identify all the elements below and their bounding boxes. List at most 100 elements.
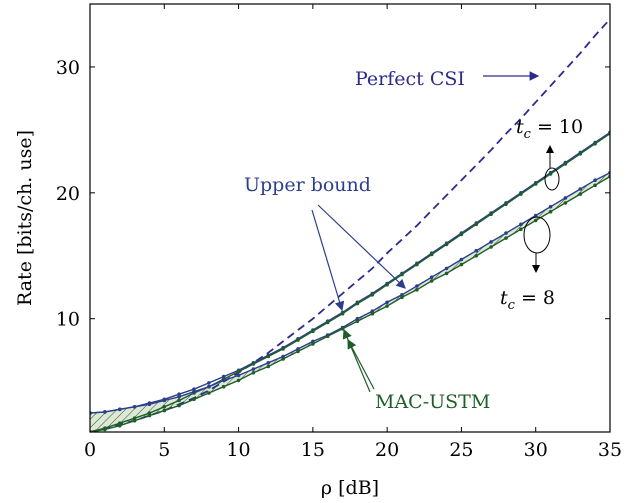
data-point	[132, 405, 137, 409]
data-point	[519, 222, 523, 227]
ellipse-tc-8	[523, 216, 551, 254]
data-point	[355, 301, 360, 306]
data-point	[444, 266, 449, 271]
data-point	[236, 378, 241, 383]
data-point	[385, 282, 389, 287]
annotation-perfect-csi: Perfect CSI	[355, 68, 465, 90]
data-point	[192, 389, 196, 394]
data-point	[385, 300, 389, 305]
y-axis-label: Rate [bits/ch. use]	[14, 130, 36, 306]
data-point	[563, 162, 568, 166]
axis-ticks: 0 5 10 15 20 25 30 35 10 20 30	[56, 4, 622, 461]
arrow-mac-ustm-1	[342, 328, 371, 393]
data-point	[429, 279, 434, 283]
ellipse-tc-10	[544, 167, 560, 191]
series-line	[90, 131, 610, 414]
arrow-mac-ustm-2	[347, 338, 375, 390]
data-point	[117, 423, 122, 428]
data-point	[132, 418, 137, 423]
data-point	[147, 413, 152, 418]
data-point	[251, 362, 256, 366]
data-point	[132, 416, 137, 421]
data-point	[548, 204, 553, 209]
data-point	[370, 309, 375, 314]
x-axis-label: ρ [dB]	[321, 477, 379, 499]
data-point	[593, 183, 597, 188]
x-tick-label: 10	[226, 439, 250, 461]
data-point	[251, 367, 256, 371]
data-point	[266, 354, 271, 359]
data-point	[103, 427, 107, 432]
series-line	[90, 175, 610, 432]
data-point	[415, 262, 419, 267]
y-tick-label: 20	[56, 183, 80, 205]
data-point	[311, 329, 315, 334]
data-point	[103, 410, 107, 414]
data-point	[593, 141, 597, 146]
y-tick-label: 30	[56, 57, 80, 79]
data-point	[281, 354, 285, 359]
series-line	[90, 172, 610, 414]
data-point	[311, 339, 315, 344]
data-point	[400, 272, 404, 277]
series-line	[90, 133, 610, 432]
data-point	[385, 304, 389, 308]
data-point	[207, 381, 211, 385]
x-tick-label: 15	[301, 439, 325, 461]
data-point	[563, 201, 568, 205]
arrow-upper-bound-2	[317, 204, 406, 289]
annotation-mac-ustm: MAC-USTM	[375, 391, 490, 413]
data-point	[296, 349, 300, 354]
data-point	[548, 172, 553, 176]
x-tick-label: 25	[449, 439, 473, 461]
data-point	[207, 384, 211, 389]
data-point	[459, 262, 464, 267]
annotation-tc-10: tc = 10	[516, 116, 583, 142]
data-point	[207, 391, 211, 395]
annotation-tc-8: tc = 8	[500, 287, 555, 313]
data-point	[117, 421, 122, 426]
data-point	[147, 411, 152, 415]
plot-frame	[89, 3, 611, 433]
data-point	[296, 338, 300, 342]
x-tick-label: 5	[158, 439, 170, 461]
data-point	[296, 347, 300, 351]
data-point	[578, 152, 583, 156]
data-point	[578, 187, 583, 191]
data-point	[281, 347, 285, 351]
data-point	[177, 395, 181, 399]
series-layer	[90, 18, 610, 432]
series-line	[90, 18, 610, 432]
y-tick-label: 10	[56, 309, 80, 331]
data-point	[563, 196, 568, 200]
data-point	[340, 311, 345, 316]
data-point	[533, 218, 538, 223]
data-point	[236, 373, 241, 378]
series-0	[90, 18, 610, 432]
x-tick-label: 30	[524, 439, 548, 461]
data-point	[415, 284, 419, 288]
data-point	[429, 252, 434, 257]
data-point	[489, 212, 493, 216]
data-point	[162, 398, 167, 403]
x-tick-label: 35	[598, 439, 622, 461]
data-point	[177, 403, 181, 408]
data-point	[117, 407, 122, 412]
data-point	[533, 182, 538, 186]
data-point	[177, 392, 181, 397]
data-point	[578, 192, 583, 196]
data-point	[177, 398, 181, 403]
data-point	[519, 192, 523, 196]
data-point	[325, 334, 330, 339]
data-point	[593, 178, 597, 182]
data-point	[251, 371, 256, 375]
data-point	[355, 319, 360, 324]
data-point	[519, 227, 523, 232]
data-point	[162, 405, 167, 409]
data-point	[370, 311, 375, 316]
arrow-upper-bound-1	[311, 209, 345, 312]
annotation-upper-bound: Upper bound	[244, 174, 371, 196]
data-point	[548, 209, 553, 214]
data-point	[221, 384, 226, 389]
